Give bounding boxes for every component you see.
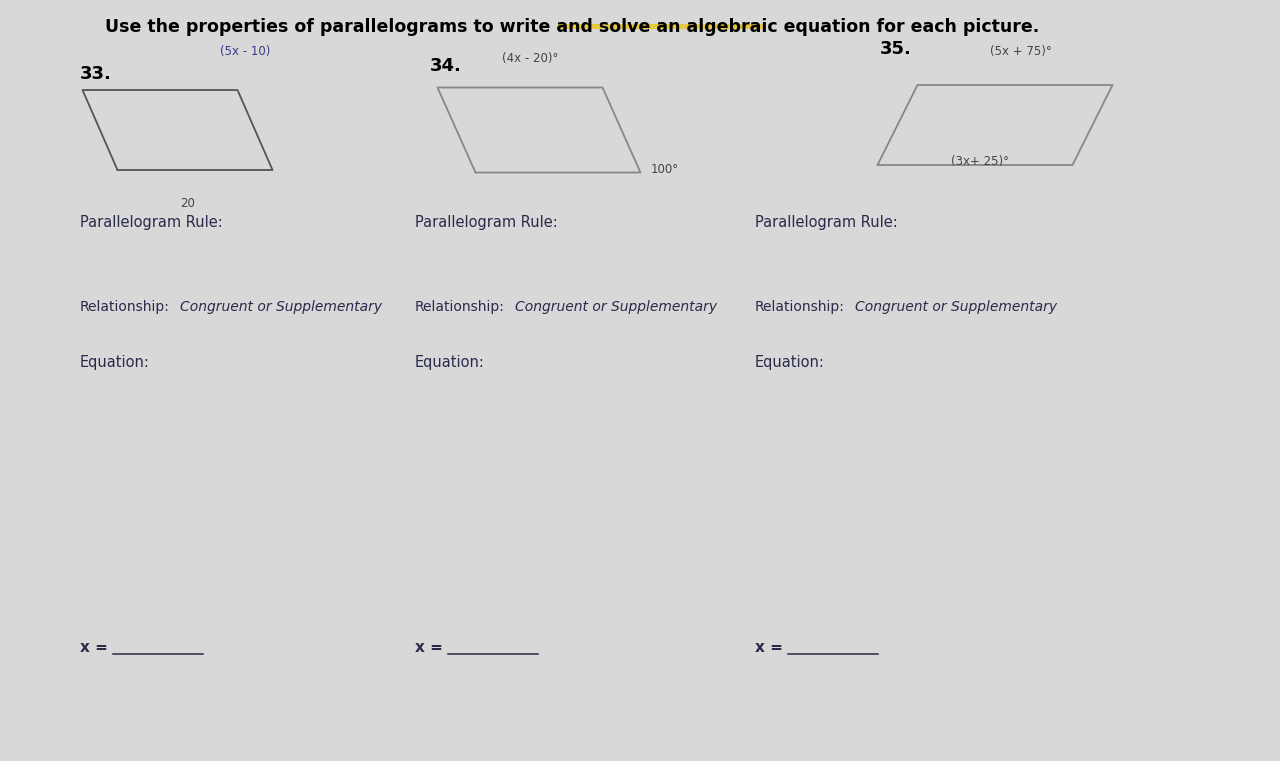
- Text: 20: 20: [180, 197, 196, 210]
- Text: Relationship:: Relationship:: [79, 300, 170, 314]
- Text: Parallelogram Rule:: Parallelogram Rule:: [755, 215, 897, 230]
- Text: 35.: 35.: [881, 40, 911, 58]
- Text: x =: x =: [79, 640, 108, 655]
- Text: Use the properties of parallelograms to write and solve an algebraic equation fo: Use the properties of parallelograms to …: [105, 18, 1039, 36]
- Text: Relationship:: Relationship:: [415, 300, 504, 314]
- Text: x =: x =: [415, 640, 443, 655]
- Text: Equation:: Equation:: [415, 355, 485, 370]
- Text: Relationship:: Relationship:: [755, 300, 845, 314]
- Text: (3x+ 25)°: (3x+ 25)°: [951, 155, 1009, 168]
- Text: 34.: 34.: [430, 57, 462, 75]
- Text: 100°: 100°: [652, 163, 680, 176]
- Text: Congruent or Supplementary: Congruent or Supplementary: [180, 300, 383, 314]
- Text: 33.: 33.: [79, 65, 111, 83]
- Text: Equation:: Equation:: [755, 355, 824, 370]
- Text: Parallelogram Rule:: Parallelogram Rule:: [79, 215, 223, 230]
- Text: (5x - 10): (5x - 10): [220, 45, 270, 58]
- Text: Parallelogram Rule:: Parallelogram Rule:: [415, 215, 558, 230]
- Text: Congruent or Supplementary: Congruent or Supplementary: [515, 300, 717, 314]
- Text: (4x - 20)°: (4x - 20)°: [502, 52, 558, 65]
- Text: Congruent or Supplementary: Congruent or Supplementary: [855, 300, 1057, 314]
- Bar: [558, 24, 763, 29]
- Text: x =: x =: [755, 640, 783, 655]
- Text: (5x + 75)°: (5x + 75)°: [989, 45, 1052, 58]
- Text: Equation:: Equation:: [79, 355, 150, 370]
